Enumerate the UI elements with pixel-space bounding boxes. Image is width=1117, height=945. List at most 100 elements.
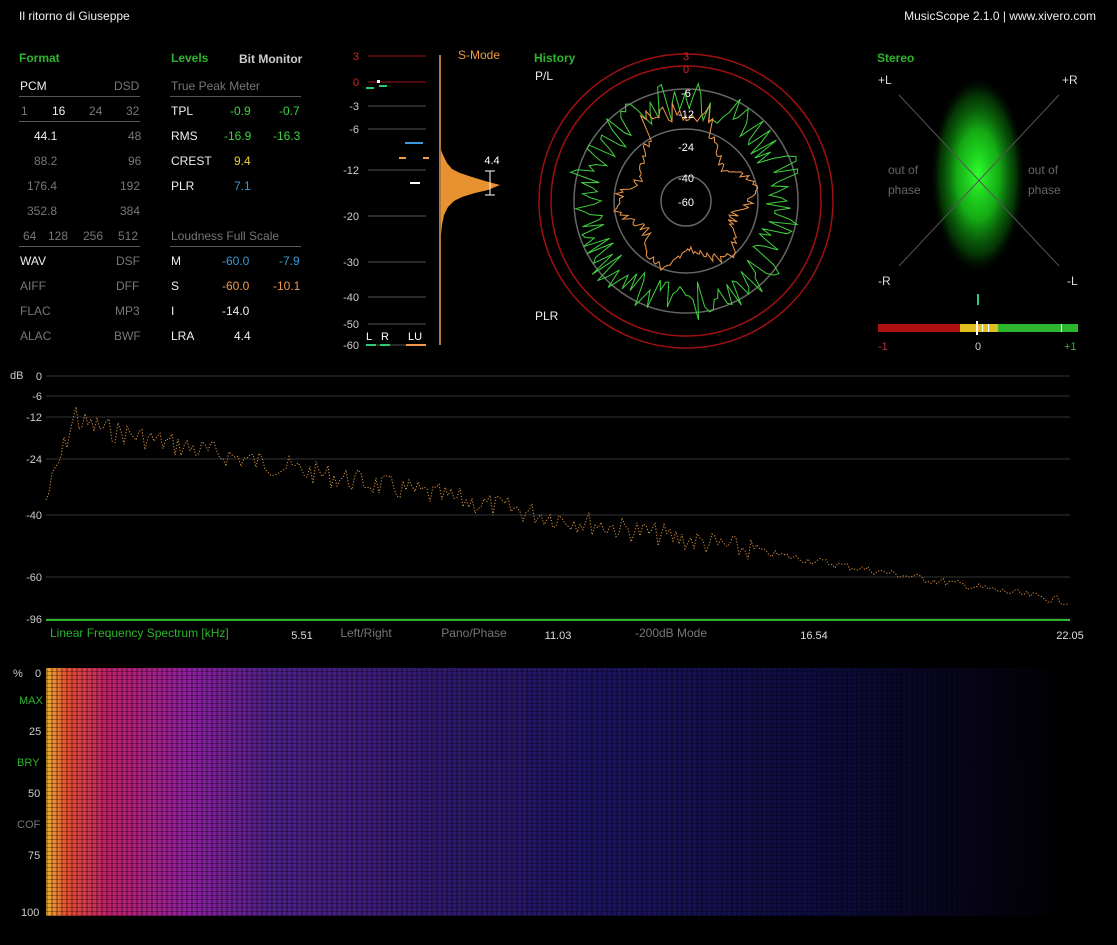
format-divider [19,96,140,97]
rate-88: 88.2 [34,154,58,168]
crest-value: 9.4 [234,154,251,168]
short-term-max: -10.1 [273,279,301,293]
corr-tick-zero: 0 [975,341,981,353]
meter-tick: 0 [353,77,359,89]
meter-tick: -3 [349,101,359,113]
rate-192: 192 [120,179,141,193]
r-level-bar [380,344,390,346]
history-ring-3 [538,53,834,349]
sonogram-max-button[interactable]: MAX [19,695,43,707]
true-peak-label: True Peak Meter [171,79,260,93]
correlation-needle [976,321,978,335]
loudness-histogram [441,150,500,235]
momentary-value: -60.0 [222,254,250,268]
levels-header[interactable]: Levels [171,51,209,65]
stereo-vectorscope: +L +R -R -L out of phase out of phase -1… [878,73,1078,353]
lra-bracket [485,170,495,196]
momentary-max: -7.9 [279,254,300,268]
ring-label: -12 [678,109,694,121]
lu-level-bar [406,344,426,346]
channel-lu-label: LU [408,331,422,343]
history-header[interactable]: History [534,51,576,65]
app-version[interactable]: MusicScope 2.1.0 | www.xivero.com [904,9,1096,23]
peak-hold-marker [377,80,380,83]
correlation-positive [998,324,1078,332]
correlation-center [960,324,998,332]
meter-tick: -50 [343,319,359,331]
db-tick: -12 [26,412,42,424]
short-term-marker [423,157,429,159]
rate-176: 176.4 [27,179,58,193]
meter-scale: 3 0 -3 -6 -12 -20 -30 -40 -50 -60 [343,51,426,352]
corr-tick-pos: +1 [1064,341,1077,353]
tpl-label: TPL [171,104,194,118]
db-tick: 0 [36,371,42,383]
dsd-256: 256 [83,229,104,243]
plr-history-label: PLR [535,309,559,323]
rate-352: 352.8 [27,204,58,218]
container-alac: ALAC [20,329,52,343]
container-bwf: BWF [114,329,141,343]
spectrum-title: Linear Frequency Spectrum [kHz] [50,626,229,640]
out-of-phase-right: phase [1028,183,1061,197]
bit-monitor-tab[interactable]: Bit Monitor [239,52,303,66]
sonogram-tick-75: 75 [28,850,41,862]
khz-tick: 11.03 [545,630,572,642]
meter-tick: -20 [343,211,359,223]
plr-label: PLR [171,179,195,193]
container-mp3: MP3 [115,304,140,318]
balance-indicator [977,294,979,305]
meter-tick: -40 [343,292,359,304]
dsd-label[interactable]: DSD [114,79,140,93]
200db-mode-button[interactable]: -200dB Mode [635,626,707,640]
rate-44: 44.1 [34,129,58,143]
levels-divider [170,246,301,247]
sonogram-axis-unit: % [13,668,23,680]
rate-96: 96 [128,154,142,168]
bit-32: 32 [126,104,140,118]
container-dsf: DSF [116,254,140,268]
correlation-mark [988,324,989,332]
corr-tick-neg: -1 [878,341,888,353]
levels-divider [170,96,301,97]
sonogram [46,668,1070,916]
sonogram-bry-button[interactable]: BRY [17,757,40,769]
l-level-bar [366,344,376,346]
channel-r-label: R [381,331,389,343]
spectrum-trace [45,406,1070,606]
khz-tick: 22.05 [1056,630,1084,642]
meter-tick: -12 [343,165,359,177]
pano-phase-mode-button[interactable]: Pano/Phase [441,626,507,640]
meter-tick: -6 [349,124,359,136]
left-right-mode-button[interactable]: Left/Right [340,626,392,640]
crest-label: CREST [171,154,212,168]
sonogram-cof-button[interactable]: COF [17,819,41,831]
minus-r-label: -R [878,274,891,288]
ring-label: -60 [678,197,694,209]
bit-1: 1 [21,104,28,118]
bit-16: 16 [52,104,66,118]
lra-value: 4.4 [234,329,251,343]
plus-r-label: +R [1062,73,1078,87]
track-title: Il ritorno di Giuseppe [19,9,130,23]
loudness-history-trace [612,102,759,272]
integrated-value: -14.0 [222,304,250,318]
format-divider [19,121,140,122]
out-of-phase-left: out of [888,163,919,177]
right-peak-marker [379,85,387,87]
stereo-cloud [930,75,1026,275]
channel-l-label: L [366,331,372,343]
peak-history-trace [569,82,800,321]
history-ring [613,128,759,274]
sonogram-tick-25: 25 [29,726,42,738]
spectrum-grid: 0 -6 -12 -24 -40 -60 -96 [26,371,1070,626]
short-term-value: -60.0 [222,279,250,293]
pcm-label[interactable]: PCM [20,79,47,93]
frequency-spectrum: dB 0 -6 -12 -24 -40 -60 -96 Linear Frequency S… [10,370,1084,642]
bit-24: 24 [89,104,103,118]
loudness-label[interactable]: Loudness Full Scale [171,229,280,243]
stereo-header[interactable]: Stereo [877,51,915,65]
db-tick: -60 [26,572,42,584]
short-term-marker [399,157,406,159]
rms-left: -16.9 [224,129,252,143]
